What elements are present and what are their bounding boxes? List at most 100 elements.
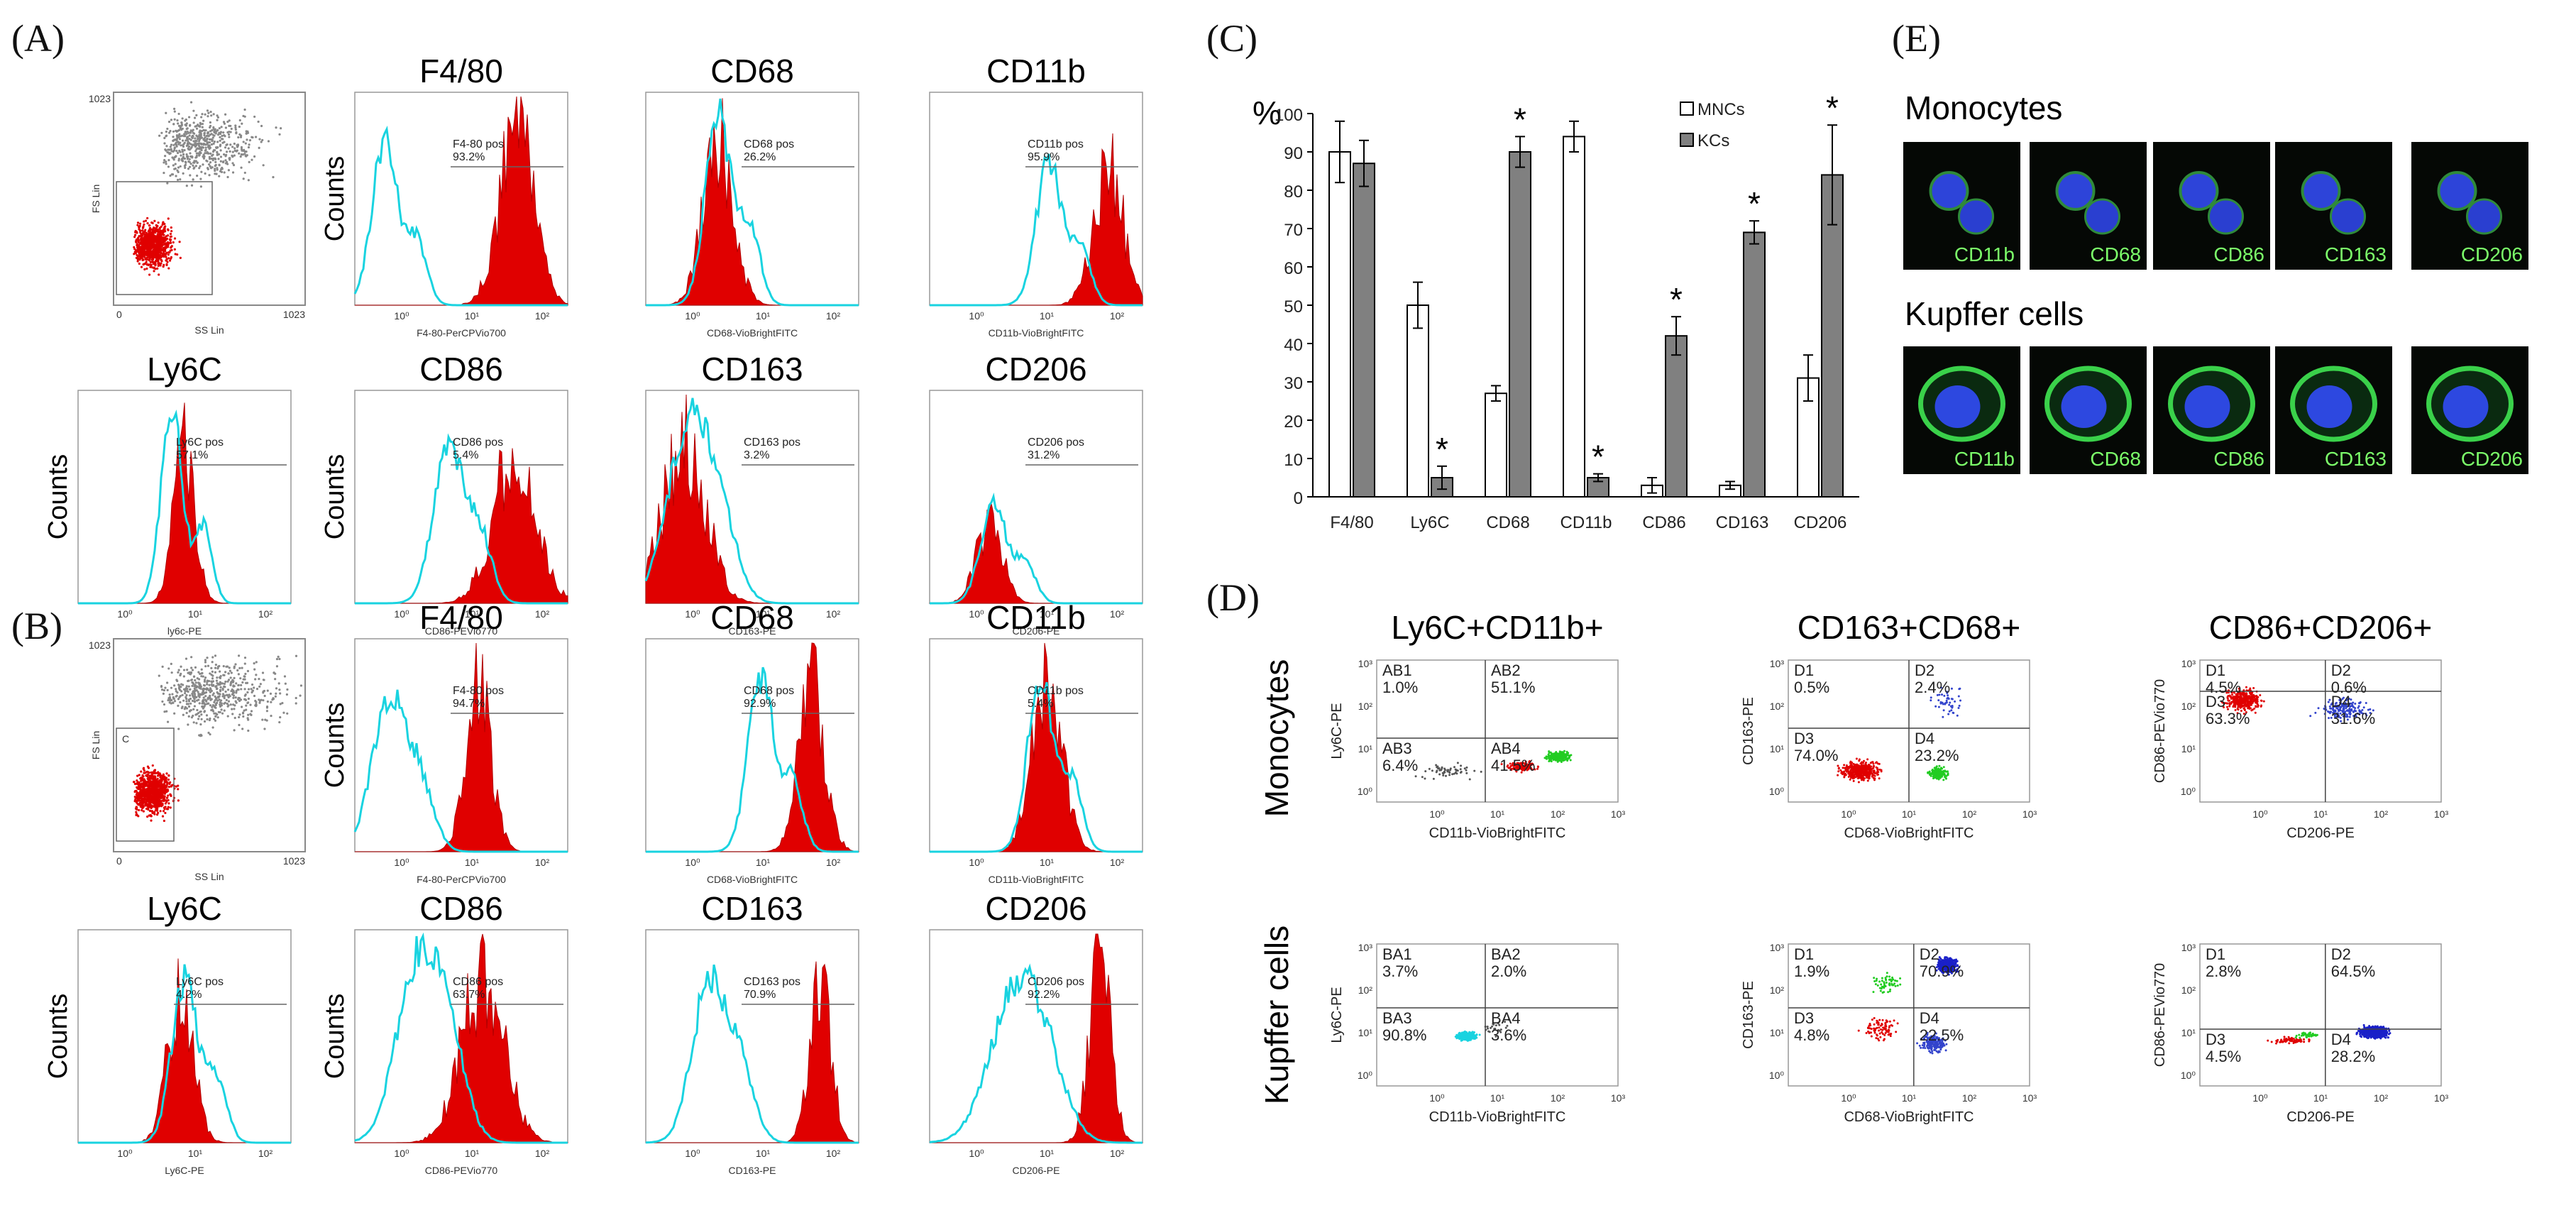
d-dot xyxy=(2232,705,2234,708)
scatter-dot-gray xyxy=(180,673,182,675)
histogram-x-tick: 10⁰ xyxy=(685,608,700,620)
scatter-dot-gray xyxy=(194,713,197,715)
scatter-dot-gray xyxy=(211,726,214,728)
scatter-dot-gray xyxy=(232,680,234,682)
d-dot xyxy=(1843,764,1845,766)
scatter-dot-red xyxy=(158,773,160,775)
scatter-dot-gray xyxy=(191,679,193,681)
scatter-dot-red xyxy=(167,229,169,231)
scatter-dot-red xyxy=(164,812,166,814)
scatter-dot-gray xyxy=(199,723,202,725)
d-dot xyxy=(1438,767,1441,769)
scatter-dot-gray xyxy=(211,706,213,708)
scatter-dot-gray xyxy=(233,694,235,696)
d-x-label: CD11b-VioBrightFITC xyxy=(1429,825,1566,841)
scatter-dot-gray xyxy=(248,143,250,145)
scatter-dot-red xyxy=(164,781,166,784)
scatter-dot-gray xyxy=(210,680,212,682)
scatter-dot-gray xyxy=(190,656,192,658)
scatter-dot-red xyxy=(136,786,138,789)
scatter-dot-red xyxy=(140,770,142,772)
scatter-dot-gray xyxy=(245,709,247,711)
scatter-dot-gray xyxy=(226,163,229,165)
scatter-dot-red xyxy=(143,799,145,801)
scatter-dot-gray xyxy=(169,698,171,701)
c-y-tick-label: 100 xyxy=(1275,106,1303,125)
scatter-dot-gray xyxy=(224,702,226,704)
scatter-dot-gray xyxy=(200,116,202,118)
scatter-dot-red xyxy=(145,238,148,240)
scatter-dot-gray xyxy=(202,700,204,702)
scatter-dot-gray xyxy=(258,678,260,680)
scatter-dot-red xyxy=(156,240,158,242)
scatter-dot-gray xyxy=(194,126,197,128)
histogram-x-label: CD11b-VioBrightFITC xyxy=(989,327,1084,339)
scatter-dot-gray xyxy=(214,161,216,163)
scatter-dot-red xyxy=(163,247,165,249)
scatter-dot-gray xyxy=(171,173,173,175)
scatter-dot-gray xyxy=(170,153,172,155)
scatter-dot-gray xyxy=(194,695,196,697)
scatter-dot-gray xyxy=(188,686,190,688)
d-dot xyxy=(1930,699,1932,701)
scatter-dot-gray xyxy=(220,155,222,158)
scatter-dot-gray xyxy=(237,697,239,699)
histogram-title: CD11b xyxy=(986,53,1086,89)
c-bar-mncs xyxy=(1485,393,1507,497)
scatter-dot-red xyxy=(162,790,164,792)
d-dot xyxy=(1938,706,1940,708)
scatter-dot-gray xyxy=(196,175,198,177)
scatter-dot-red xyxy=(144,257,146,259)
scatter-dot-gray xyxy=(209,147,211,149)
scatter-dot-red xyxy=(138,249,141,251)
d-dot xyxy=(1436,766,1438,768)
scatter-dot-gray xyxy=(238,133,241,136)
d-quadrant-percent: 74.0% xyxy=(1794,747,1838,764)
scatter-dot-red xyxy=(162,796,164,798)
d-dot xyxy=(1842,767,1844,769)
scatter-dot-red xyxy=(153,803,155,806)
histogram-x-tick: 10² xyxy=(826,1148,841,1159)
scatter-dot-gray xyxy=(188,116,190,118)
histogram-x-tick: 10⁰ xyxy=(969,1148,984,1159)
d-dot xyxy=(1837,770,1839,772)
scatter-dot-gray xyxy=(270,693,272,695)
scatter-dot-red xyxy=(153,245,155,247)
scatter-dot-gray xyxy=(235,696,237,698)
scatter-dot-red xyxy=(167,241,169,243)
scatter-dot-gray xyxy=(185,162,187,164)
d-x-tick: 10⁰ xyxy=(1429,808,1445,820)
scatter-dot-red xyxy=(148,767,150,769)
scatter-dot-gray xyxy=(189,688,191,691)
scatter-dot-gray xyxy=(194,690,196,692)
scatter-dot-red xyxy=(170,246,172,248)
d-dot xyxy=(2252,708,2254,710)
scatter-dot-gray xyxy=(182,714,185,716)
scatter-dot-gray xyxy=(286,713,288,715)
d-dot xyxy=(1947,774,1949,776)
scatter-dot-gray xyxy=(178,133,180,136)
scatter-dot-gray xyxy=(197,125,199,127)
scatter-dot-gray xyxy=(268,140,270,142)
scatter-dot-gray xyxy=(172,144,175,146)
d-dot xyxy=(1936,765,1938,767)
c-y-tick-label: 0 xyxy=(1294,489,1303,508)
scatter-dot-red xyxy=(144,795,146,797)
histogram-gate-label: CD86 pos xyxy=(453,976,503,988)
scatter-dot-gray xyxy=(220,131,222,133)
scatter-dot-gray xyxy=(217,696,219,698)
d-dot xyxy=(1567,752,1569,754)
scatter-dot-gray xyxy=(203,143,205,145)
scatter-dot-gray xyxy=(272,697,274,699)
scatter-dot-gray xyxy=(212,136,214,138)
scatter-dot-gray xyxy=(281,702,283,704)
scatter-dot-gray xyxy=(207,665,209,667)
c-legend-label: KCs xyxy=(1697,131,1729,150)
d-dot xyxy=(1876,771,1878,773)
d-dot xyxy=(1942,774,1944,776)
d-dot xyxy=(1436,771,1438,773)
scatter-dot-gray xyxy=(191,716,193,718)
histogram-x-tick: 10² xyxy=(535,608,550,620)
scatter-dot-gray xyxy=(177,130,179,132)
